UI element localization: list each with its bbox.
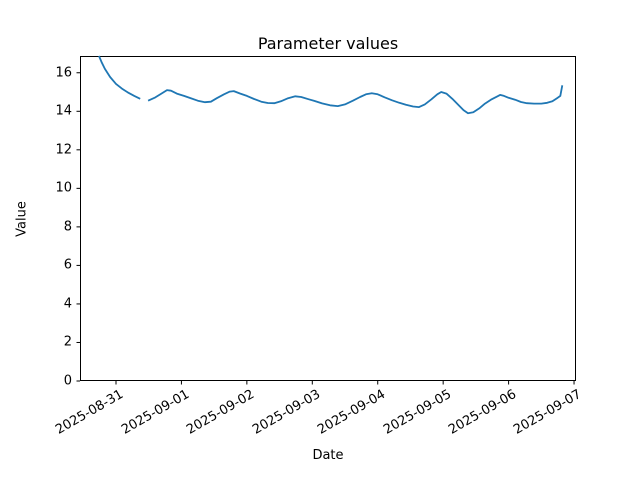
- y-tick-label: 12: [55, 142, 72, 158]
- y-tick-label: 16: [55, 65, 72, 81]
- y-tick-label: 0: [63, 373, 72, 389]
- y-tick-label: 2: [63, 334, 72, 350]
- y-axis-label: Value: [14, 201, 30, 237]
- x-tick-label: 2025-09-07: [511, 387, 585, 438]
- x-tick-label: 2025-08-31: [53, 387, 127, 438]
- x-tick-label: 2025-09-04: [315, 387, 389, 438]
- data-line: [98, 55, 564, 115]
- x-tick-label: 2025-09-01: [118, 387, 192, 438]
- plot-svg: [76, 55, 576, 385]
- x-axis-label: Date: [312, 448, 344, 463]
- x-tick-label: 2025-09-03: [249, 387, 323, 438]
- y-tick-label: 10: [55, 180, 72, 196]
- y-tick-label: 8: [63, 219, 72, 235]
- x-tick-label: 2025-09-06: [446, 387, 520, 438]
- y-tick-label: 14: [55, 103, 72, 119]
- y-tick-label: 4: [63, 296, 72, 312]
- x-tick-label: 2025-09-05: [380, 387, 454, 438]
- axes-frame: [80, 56, 576, 381]
- x-tick-label: 2025-09-02: [184, 387, 258, 438]
- chart-title: Parameter values: [257, 34, 399, 53]
- y-tick-label: 6: [63, 257, 72, 273]
